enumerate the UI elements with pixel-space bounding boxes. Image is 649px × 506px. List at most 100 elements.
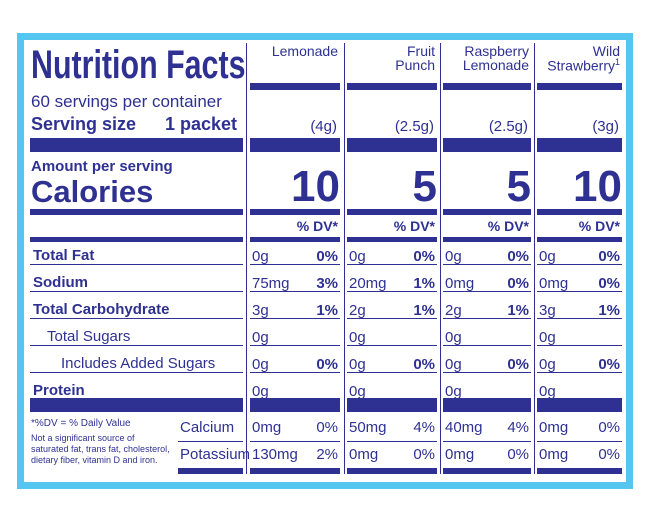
nutrient-dv: 0% (598, 275, 620, 292)
mineral-amount: 50mg (349, 419, 387, 436)
rule (443, 291, 531, 292)
calories-label: Calories (31, 174, 154, 209)
rule (537, 264, 622, 265)
mineral-dv: 0% (598, 419, 620, 436)
rule (537, 291, 622, 292)
rule (30, 318, 243, 319)
dv-header: % DV* (578, 218, 620, 234)
nutrient-dv: 0% (507, 275, 529, 292)
nutrient-label: Protein (33, 382, 85, 399)
mineral-dv: 0% (413, 446, 435, 463)
product-name: Raspberry Lemonade (443, 44, 529, 72)
nutrient-dv: 0% (413, 356, 435, 373)
rule (347, 237, 437, 242)
product-name: Lemonade (250, 44, 338, 58)
rule (443, 441, 531, 442)
mineral-amount: 0mg (252, 419, 282, 436)
serving-weight: (4g) (310, 118, 337, 135)
nutrient-dv: 1% (598, 302, 620, 319)
footnote-marker: 1 (614, 57, 620, 67)
nutrient-dv: 3% (316, 275, 338, 292)
calories-value: 5 (412, 162, 437, 211)
rule (347, 264, 437, 265)
nutrient-amount: 0g (539, 248, 556, 265)
rule (347, 209, 437, 215)
nutrient-dv: 1% (316, 302, 338, 319)
nutrient-amount: 3g (252, 302, 269, 319)
nutrient-label: Total Carbohydrate (33, 301, 170, 318)
mineral-amount: 0mg (539, 419, 569, 436)
product-name-line: Wild (592, 43, 620, 59)
product-name: Fruit Punch (347, 44, 435, 72)
rule (250, 441, 340, 442)
calories-value: 10 (291, 162, 340, 211)
nutrient-amount: 0g (539, 329, 556, 346)
rule (347, 138, 437, 152)
serving-weight: (3g) (592, 118, 619, 135)
rule (250, 398, 340, 412)
nutrient-amount: 2g (349, 302, 366, 319)
rule (443, 318, 531, 319)
rule (443, 468, 531, 474)
rule (443, 83, 531, 90)
nutrient-amount: 0g (349, 329, 366, 346)
nutrient-amount: 0mg (539, 275, 569, 292)
nutrient-dv: 1% (413, 275, 435, 292)
mineral-dv: 4% (507, 419, 529, 436)
nutrient-amount: 3g (539, 302, 556, 319)
nutrient-label: Total Fat (33, 247, 95, 264)
rule (347, 441, 437, 442)
rule (347, 291, 437, 292)
mineral-amount: 0mg (349, 446, 379, 463)
product-name-line: Strawberry1 (547, 57, 620, 74)
mineral-dv: 0% (598, 446, 620, 463)
nutrient-amount: 20mg (349, 275, 387, 292)
nutrient-amount: 0g (349, 248, 366, 265)
dv-header: % DV* (296, 218, 338, 234)
servings: 60 servings per container (31, 92, 222, 111)
rule (537, 237, 622, 242)
rule (537, 83, 622, 90)
footnote-note: Not a significant source of saturated fa… (31, 433, 170, 465)
rule (250, 209, 340, 215)
serving-size: 1 packet (165, 114, 238, 134)
nutrient-amount: 0g (252, 329, 269, 346)
mineral-amount: 0mg (445, 446, 475, 463)
rule (250, 83, 340, 90)
rule (250, 372, 340, 373)
nutrient-dv: 1% (413, 302, 435, 319)
rule (250, 237, 340, 242)
mineral-dv: 0% (507, 446, 529, 463)
nutrient-dv: 0% (316, 356, 338, 373)
rule (443, 398, 531, 412)
rule (178, 441, 243, 442)
nutrient-dv: 0% (507, 356, 529, 373)
calories-value: 5 (506, 162, 531, 211)
nutrient-amount: 2g (445, 302, 462, 319)
nutrient-amount: 0g (445, 383, 462, 400)
serving-weight: (2.5g) (488, 118, 528, 135)
rule (347, 83, 437, 90)
rule (537, 209, 622, 215)
rule (443, 264, 531, 265)
rule (347, 372, 437, 373)
rule (537, 468, 622, 474)
mineral-amount: 0mg (539, 446, 569, 463)
rule (250, 468, 340, 474)
nutrient-dv: 0% (598, 356, 620, 373)
mineral-label: Calcium (180, 419, 235, 436)
column-divider (534, 43, 535, 474)
rule (178, 468, 243, 474)
amount-per-serving: Amount per serving (31, 158, 173, 175)
rule (250, 318, 340, 319)
mineral-dv: 0% (316, 419, 338, 436)
nutrient-dv: 0% (413, 248, 435, 265)
rule (30, 372, 243, 373)
rule (30, 291, 243, 292)
rule (537, 398, 622, 412)
rule (443, 138, 531, 152)
mineral-dv: 4% (413, 419, 435, 436)
product-name: Wild Strawberry1 (537, 44, 620, 73)
rule (443, 372, 531, 373)
